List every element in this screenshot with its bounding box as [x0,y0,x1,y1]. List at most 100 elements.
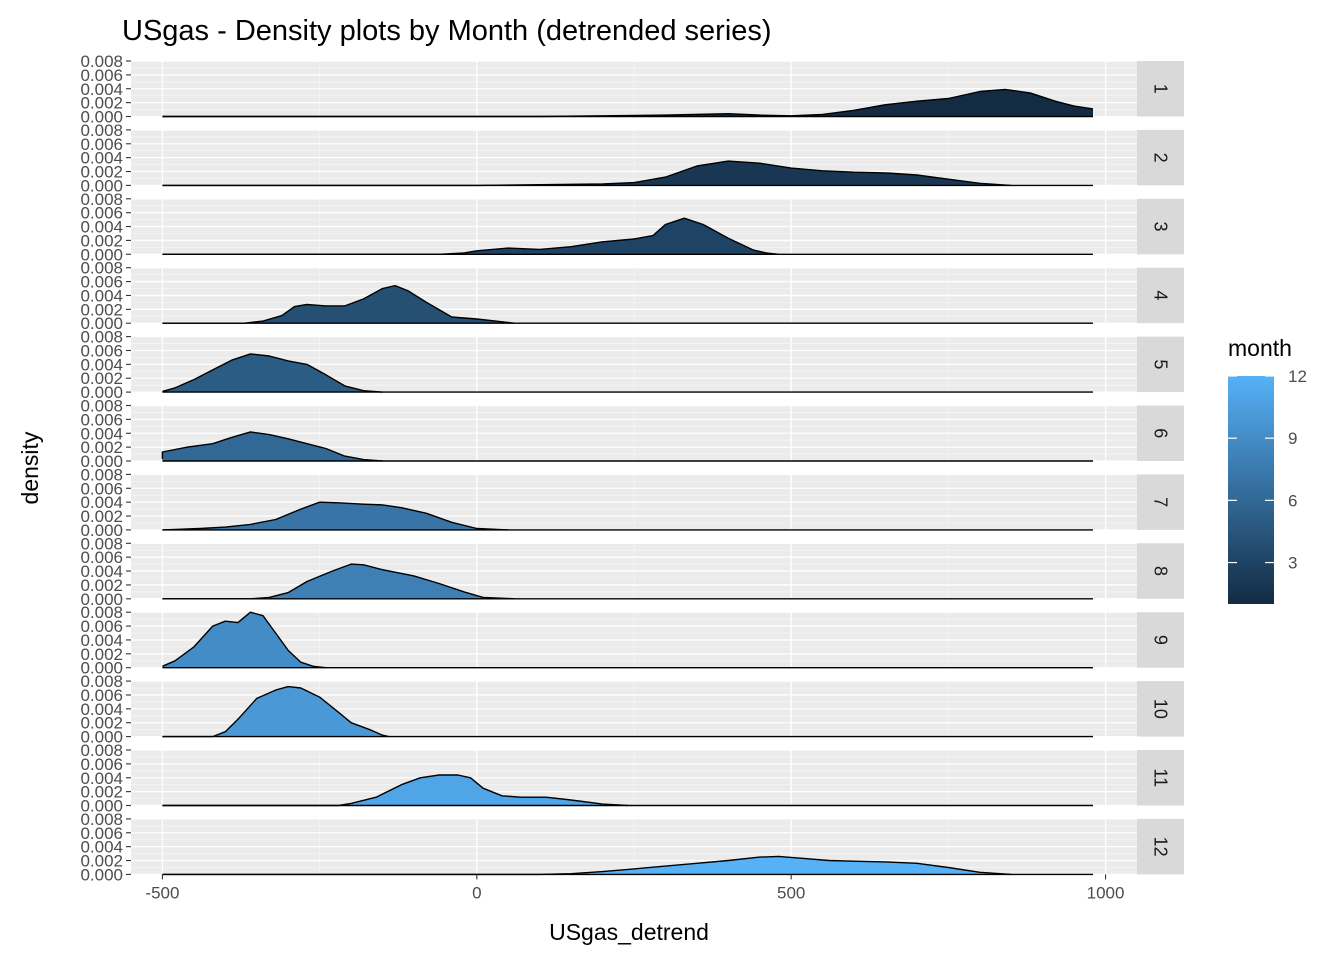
facet-strip [1137,267,1184,324]
y-tick-label: 0.000 [80,176,123,195]
density-outline-10 [162,685,389,738]
density-outline-7 [162,501,509,531]
legend-title: month [1228,335,1292,361]
facet-strip [1137,129,1184,186]
facet-strip-label: 2 [1151,153,1171,163]
y-tick-label: 0.000 [80,521,123,540]
facet-panels: 0.0000.0020.0040.0060.00810.0000.0020.00… [80,52,1184,884]
y-tick-label: 0.004 [80,355,123,374]
facet-strip [1137,474,1184,530]
y-tick-label: 0.000 [80,659,123,678]
y-tick-label: 0.004 [80,286,123,305]
facet-strip [1137,198,1184,255]
facet-strip-label: 8 [1151,566,1171,576]
y-tick-label: 0.008 [80,810,123,829]
y-tick-label: 0.006 [80,548,123,567]
y-tick-label: 0.008 [80,672,123,691]
y-tick-label: 0.002 [80,645,123,664]
y-tick-label: 0.004 [80,631,123,650]
y-tick-label: 0.008 [80,397,123,416]
legend-ticks: 3 6 9 12 [1228,367,1307,573]
y-tick-label: 0.000 [80,245,123,264]
y-tick-label: 0.004 [80,80,123,99]
facet-strip-label: 4 [1151,290,1171,300]
y-tick-label: 0.002 [80,576,123,595]
x-tick-label: 0 [472,883,481,902]
facet-strip-label: 5 [1151,359,1171,369]
y-tick-label: 0.004 [80,218,123,237]
density-outline-8 [162,563,515,600]
y-tick-label: 0.002 [80,300,123,319]
facet-strip-label: 9 [1151,635,1171,645]
y-tick-label: 0.000 [80,383,123,402]
y-tick-label: 0.000 [80,728,123,747]
density-area-2 [162,161,1012,186]
legend: month 3 6 9 12 [1228,335,1307,604]
y-tick-label: 0.006 [80,341,123,360]
legend-label: 12 [1288,367,1307,386]
y-tick-label: 0.000 [80,590,123,609]
y-tick-label: 0.000 [80,865,123,884]
facet-strip-label: 12 [1151,837,1171,857]
legend-label: 3 [1288,554,1297,573]
facet-strip [1137,405,1184,461]
y-tick-label: 0.008 [80,741,123,760]
y-tick-label: 0.004 [80,424,123,443]
density-outline-9 [162,611,326,669]
x-tick-label: 500 [777,883,805,902]
y-axis-title: density [17,431,43,504]
y-tick-label: 0.008 [80,190,123,209]
y-tick-label: 0.000 [80,797,123,816]
x-tick-label: 1000 [1087,883,1125,902]
density-outline-3 [162,217,779,255]
y-tick-label: 0.006 [80,617,123,636]
y-tick-label: 0.008 [80,534,123,553]
legend-label: 9 [1288,429,1297,448]
y-tick-label: 0.004 [80,493,123,512]
y-tick-label: 0.004 [80,838,123,857]
facet-strip [1137,818,1184,875]
y-tick-label: 0.002 [80,231,123,250]
x-axis-title: USgas_detrend [549,919,709,945]
density-area-8 [162,564,515,599]
y-tick-label: 0.008 [80,121,123,140]
facet-strip-label: 3 [1151,222,1171,232]
y-tick-label: 0.006 [80,686,123,705]
y-tick-label: 0.006 [80,135,123,154]
y-tick-label: 0.006 [80,479,123,498]
density-area-9 [162,612,326,668]
density-area-12 [162,856,1012,875]
density-outline-1 [162,88,1094,118]
y-tick-label: 0.006 [80,204,123,223]
y-tick-label: 0.006 [80,66,123,85]
y-tick-label: 0.002 [80,94,123,113]
facet-strip-label: 7 [1151,497,1171,507]
density-area-6 [162,431,383,461]
y-tick-label: 0.000 [80,108,123,127]
density-area-10 [162,686,389,737]
facet-strip [1137,543,1184,599]
density-outline-11 [162,774,628,807]
x-axis: -500 0 500 1000 [145,874,1124,902]
y-tick-label: 0.006 [80,410,123,429]
facet-strip-label: 6 [1151,428,1171,438]
facet-strip [1137,612,1184,668]
density-outline-2 [162,160,1012,187]
y-tick-label: 0.002 [80,438,123,457]
y-tick-label: 0.008 [80,259,123,278]
legend-label: 6 [1288,491,1297,510]
chart-title: USgas - Density plots by Month (detrende… [122,15,772,47]
y-tick-label: 0.004 [80,769,123,788]
y-tick-label: 0.000 [80,452,123,471]
y-tick-label: 0.004 [80,700,123,719]
